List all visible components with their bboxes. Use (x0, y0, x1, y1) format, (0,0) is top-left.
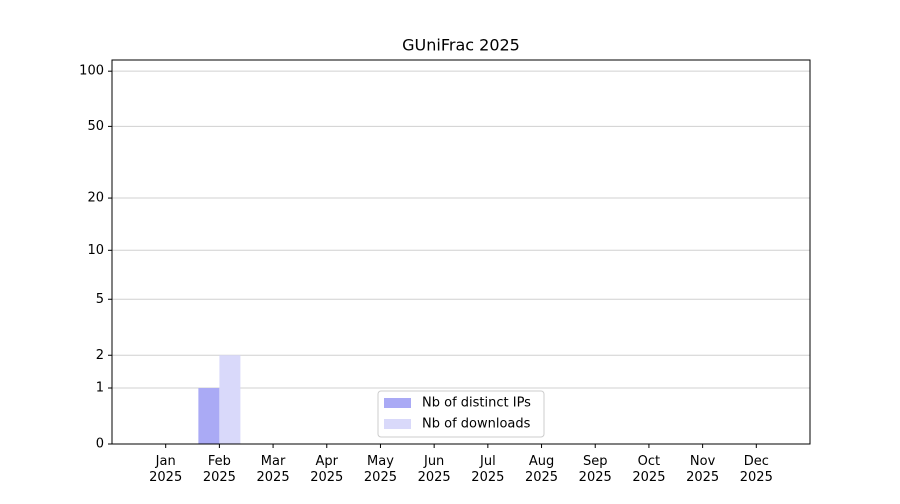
x-tick-label: Jun 2025 (418, 454, 451, 485)
y-tick-label: 10 (87, 243, 104, 258)
x-tick-label: Apr 2025 (310, 454, 343, 485)
legend-swatch (384, 398, 411, 408)
y-tick-label: 2 (96, 348, 104, 363)
x-tick-label: Nov 2025 (686, 454, 719, 485)
x-tick-label: May 2025 (364, 454, 397, 485)
x-tick-label: Jul 2025 (471, 454, 504, 485)
bar (198, 388, 220, 444)
x-tick-label: Dec 2025 (740, 454, 773, 485)
chart-title: GUniFrac 2025 (402, 36, 520, 55)
bar (219, 355, 241, 444)
y-tick-label: 0 (96, 437, 104, 452)
legend-swatch (384, 419, 411, 429)
y-tick-label: 20 (87, 191, 104, 206)
x-tick-label: Oct 2025 (632, 454, 665, 485)
x-tick-label: Mar 2025 (257, 454, 290, 485)
y-tick-label: 50 (87, 119, 104, 134)
y-tick-label: 5 (96, 292, 104, 307)
legend-box (377, 390, 545, 438)
plot-frame (111, 59, 811, 445)
y-tick-label: 1 (96, 381, 104, 396)
x-tick-label: Jan 2025 (149, 454, 182, 485)
legend-label: Nb of downloads (422, 417, 531, 432)
legend-label: Nb of distinct IPs (422, 396, 531, 411)
y-tick-label: 100 (79, 64, 104, 79)
x-tick-label: Feb 2025 (203, 454, 236, 485)
x-tick-label: Aug 2025 (525, 454, 558, 485)
x-tick-label: Sep 2025 (579, 454, 612, 485)
